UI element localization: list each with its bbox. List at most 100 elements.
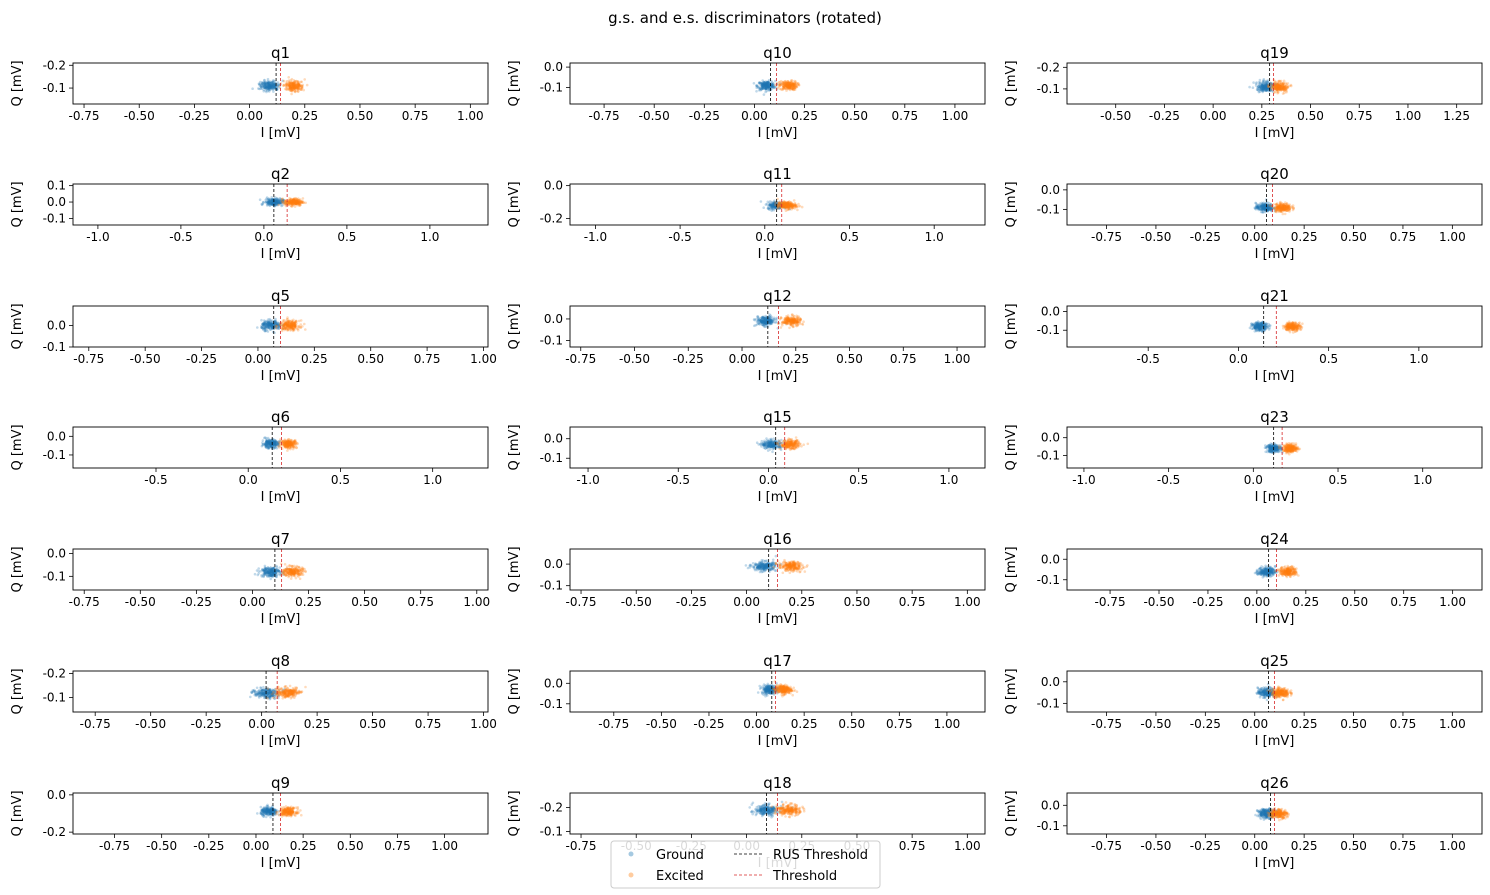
excited-point [793, 319, 797, 323]
excited-point [289, 202, 292, 205]
ground-point [268, 203, 271, 206]
excited-point [283, 441, 287, 445]
excited-point [288, 325, 292, 329]
ground-point [761, 324, 765, 327]
excited-point [1292, 327, 1296, 330]
ground-point [769, 441, 773, 444]
excited-point [288, 199, 292, 202]
excited-point [794, 320, 798, 323]
excited-point [797, 315, 800, 318]
ground-point [275, 197, 279, 200]
ground-point [769, 441, 772, 445]
excited-point [1278, 84, 1281, 87]
ground-point [755, 86, 758, 90]
excited-point [1283, 325, 1287, 328]
ground-point [277, 321, 280, 325]
ground-point [265, 323, 268, 326]
excited-point [1283, 86, 1287, 89]
ground-point [265, 440, 269, 443]
ground-point [1260, 204, 1263, 208]
ground-point [772, 202, 776, 205]
excited-point [286, 320, 290, 323]
ground-point [761, 321, 765, 324]
ground-point [764, 88, 767, 91]
excited-point [782, 203, 786, 206]
ground-point [1261, 210, 1264, 214]
ground-point [1260, 208, 1264, 211]
excited-point [796, 318, 799, 322]
excited-point [784, 84, 787, 88]
ground-point [759, 442, 763, 445]
ground-point [761, 86, 765, 90]
ground-point [765, 441, 769, 445]
excited-point [291, 444, 295, 447]
ground-point [762, 319, 766, 323]
ground-point [1267, 205, 1270, 208]
excited-point [288, 444, 291, 447]
excited-point [783, 203, 787, 206]
ground-point [1258, 325, 1262, 329]
ground-point [774, 206, 777, 210]
ground-point [1262, 207, 1266, 210]
excited-point [790, 84, 793, 88]
y-axis-label: Q [mV] [1004, 181, 1019, 227]
ground-point [264, 436, 267, 439]
excited-point [296, 442, 299, 446]
excited-point [1300, 325, 1304, 329]
excited-point [785, 84, 788, 88]
ground-point [1267, 325, 1270, 328]
ground-point [772, 201, 776, 205]
ground-point [766, 445, 770, 448]
y-tick-label: -0.1 [540, 334, 563, 348]
ground-point [274, 441, 277, 444]
excited-point [287, 443, 291, 446]
excited-point [293, 90, 297, 93]
ground-point [270, 87, 273, 90]
excited-point [297, 82, 301, 86]
ground-point [777, 203, 781, 206]
excited-point [284, 87, 287, 91]
excited-point [284, 443, 288, 446]
ground-point [764, 83, 768, 86]
ground-point [264, 444, 268, 448]
ground-point [1264, 327, 1268, 331]
ground-point [1261, 80, 1265, 83]
ground-point [263, 86, 266, 90]
excited-point [789, 81, 792, 85]
excited-point [1275, 85, 1279, 88]
ground-point [1265, 84, 1269, 88]
ground-point [1262, 201, 1266, 205]
ground-point [1260, 84, 1263, 88]
ground-point [278, 201, 282, 204]
ground-point [1254, 324, 1257, 328]
ground-point [269, 86, 273, 89]
ground-point [771, 205, 775, 208]
ground-point [273, 442, 277, 446]
excited-point [1277, 84, 1281, 88]
ground-point [269, 322, 273, 326]
ground-series [251, 77, 285, 94]
ground-point [759, 320, 762, 323]
excited-point [1293, 328, 1297, 331]
ground-point [270, 439, 273, 443]
ground-point [271, 202, 274, 206]
excited-point [788, 320, 791, 323]
ground-point [1265, 85, 1268, 88]
excited-point [292, 324, 295, 328]
excited-point [791, 204, 794, 207]
excited-point [290, 324, 294, 328]
excited-point [1281, 212, 1285, 216]
ground-point [775, 206, 779, 210]
ground-point [1260, 89, 1264, 92]
excited-point [286, 440, 289, 444]
ground-point [756, 315, 759, 318]
subplot-grid: q1-0.75 -0.50 -0.25 0.00 0.25 0.50 0.75 1.00-0.… [10, 44, 1483, 871]
excited-point [1290, 324, 1293, 327]
excited-point [287, 203, 291, 206]
ground-point [265, 437, 268, 440]
excited-point [784, 84, 787, 87]
excited-point [1284, 88, 1287, 91]
ground-point [1260, 328, 1264, 331]
excited-point [294, 202, 297, 205]
ground-point [270, 84, 273, 87]
